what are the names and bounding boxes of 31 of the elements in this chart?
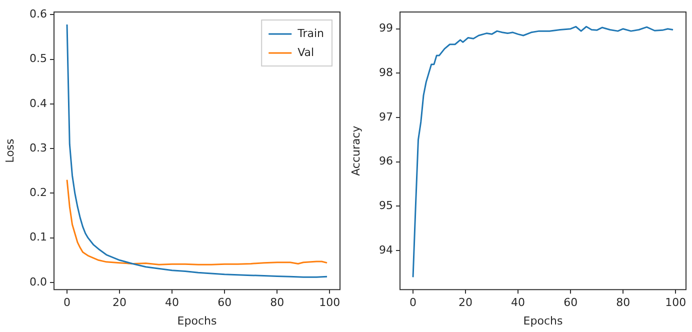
y-tick-label: 0.6: [30, 8, 47, 21]
y-tick-label: 0.3: [30, 141, 47, 154]
x-tick-label: 80: [616, 296, 630, 310]
y-tick-label: 94: [379, 243, 393, 256]
y-tick-label: 98: [379, 66, 393, 80]
x-tick-label: 100: [319, 296, 340, 310]
x-tick-label: 100: [665, 296, 686, 310]
y-tick-label: 96: [379, 154, 393, 168]
x-axis-title: Epochs: [523, 314, 563, 328]
x-tick-label: 60: [218, 296, 232, 310]
x-tick-label: 40: [165, 296, 180, 310]
x-tick-label: 20: [458, 296, 473, 310]
x-tick-label: 0: [410, 296, 416, 310]
y-axis-title: Accuracy: [349, 125, 362, 176]
legend-label: Val: [298, 46, 314, 59]
x-tick-label: 0: [64, 296, 70, 310]
x-tick-label: 60: [564, 296, 578, 310]
y-tick-label: 99: [379, 22, 393, 35]
y-tick-label: 0.5: [30, 52, 47, 66]
y-tick-label: 97: [379, 110, 393, 124]
x-axis-title: Epochs: [177, 314, 217, 328]
y-tick-label: 0.2: [30, 186, 47, 200]
x-tick-label: 80: [270, 296, 284, 310]
x-tick-label: 40: [511, 296, 526, 310]
y-tick-label: 0.4: [30, 96, 47, 110]
x-tick-label: 20: [112, 296, 127, 310]
y-tick-label: 0.0: [30, 275, 47, 288]
y-tick-label: 95: [379, 199, 393, 212]
y-tick-label: 0.1: [30, 230, 47, 244]
y-axis-title: Loss: [3, 138, 16, 163]
legend-label: Train: [296, 26, 324, 40]
